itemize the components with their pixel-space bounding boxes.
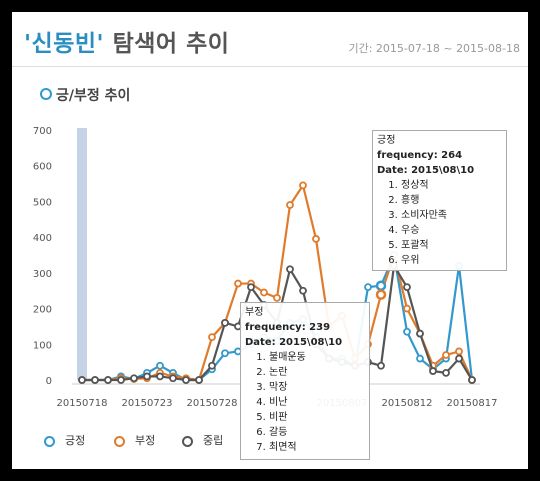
data-point [299, 286, 307, 295]
focus-point-negative [375, 289, 387, 300]
tooltip-frequency: frequency: 264 [377, 150, 463, 161]
circle-bullet-icon [40, 88, 52, 100]
data-point [208, 361, 216, 370]
legend-label: 긍정 [65, 434, 86, 447]
data-point [221, 318, 229, 327]
tooltip-keyword: 소비자만족 [401, 208, 502, 223]
y-tick-label: 100 [33, 340, 52, 351]
tooltip-series: 긍정 [377, 135, 396, 146]
data-point [143, 372, 151, 381]
data-point [247, 283, 255, 292]
y-tick-label: 200 [33, 305, 52, 316]
y-tick-label: 500 [33, 197, 52, 208]
data-point [78, 376, 86, 384]
data-point [455, 354, 463, 363]
data-point [455, 347, 463, 356]
data-point [273, 293, 281, 302]
x-tick-label: 20150723 [122, 398, 173, 409]
data-point [117, 376, 125, 384]
data-point [377, 361, 385, 370]
legend-item-neutral[interactable]: 중립 [182, 432, 223, 448]
data-point [416, 329, 424, 338]
chart-panel: '신동빈' 탐색어 추이 기간: 2015-07-18 ~ 2015-08-18… [12, 12, 528, 469]
page-title: '신동빈' 탐색어 추이 [24, 24, 229, 58]
tooltip-keyword: 정상적 [401, 178, 502, 193]
x-tick-label: 20150812 [382, 398, 433, 409]
x-tick-label: 20150718 [57, 398, 108, 409]
focus-point-positive [375, 280, 387, 291]
data-point [234, 279, 242, 288]
data-point [208, 333, 216, 342]
tooltip-negative: 부정 frequency: 239 Date: 2015\08\10 불매운동 … [240, 302, 370, 460]
data-point [403, 283, 411, 292]
data-point [403, 327, 411, 336]
tooltip-keyword: 갈등 [269, 425, 365, 440]
tooltip-positive: 긍정 frequency: 264 Date: 2015\08\10 정상적 흥… [372, 130, 507, 271]
section-title: 긍/부정 추이 [56, 88, 131, 104]
y-tick-label: 400 [33, 233, 52, 244]
y-tick-label: 300 [33, 269, 52, 280]
data-point [182, 376, 190, 384]
y-tick-label: 0 [46, 376, 52, 387]
data-point [156, 372, 164, 381]
positive-marker-icon [44, 435, 55, 447]
legend-item-positive[interactable]: 긍정 [44, 432, 85, 448]
data-point [403, 304, 411, 313]
title-text: 탐색어 추이 [104, 31, 230, 57]
data-point [442, 368, 450, 377]
data-point [416, 354, 424, 363]
tooltip-keyword: 불매운동 [269, 350, 365, 365]
data-point [442, 351, 450, 359]
tooltip-series: 부정 [245, 307, 264, 318]
data-point [260, 288, 268, 297]
date-range: 기간: 2015-07-18 ~ 2015-08-18 [348, 42, 520, 55]
tooltip-keyword: 논란 [269, 365, 365, 380]
data-point [169, 374, 177, 383]
tooltip-keyword: 최면적 [269, 440, 365, 455]
hover-band [77, 128, 87, 380]
data-point [299, 181, 307, 190]
data-point [130, 374, 138, 383]
negative-marker-icon [114, 435, 125, 447]
tooltip-keyword: 포괄적 [401, 238, 502, 253]
data-point [286, 201, 294, 209]
legend-label: 부정 [135, 434, 156, 447]
neutral-marker-icon [182, 435, 193, 447]
tooltip-keyword: 우승 [401, 223, 502, 238]
tooltip-keyword: 막장 [269, 380, 365, 395]
tooltip-date: Date: 2015\08\10 [377, 165, 475, 176]
data-point [312, 235, 320, 243]
title-keyword: '신동빈' [24, 31, 105, 57]
legend-label: 중립 [203, 434, 224, 447]
data-point [429, 367, 437, 375]
x-tick-label: 20150728 [187, 398, 238, 409]
data-point [156, 361, 164, 370]
data-point [286, 265, 294, 274]
y-tick-label: 700 [33, 126, 52, 137]
tooltip-keyword: 우위 [401, 253, 502, 268]
data-point [104, 376, 112, 384]
data-point [195, 376, 203, 384]
y-tick-label: 600 [33, 162, 52, 173]
tooltip-keyword: 흥행 [401, 193, 502, 208]
tooltip-keyword: 비판 [269, 410, 365, 425]
x-tick-label: 20150817 [447, 398, 498, 409]
tooltip-keyword: 비난 [269, 395, 365, 410]
data-point [364, 283, 372, 292]
data-point [221, 349, 229, 358]
tooltip-frequency: frequency: 239 [245, 322, 331, 333]
data-point [468, 376, 476, 384]
tooltip-date: Date: 2015\08\10 [245, 337, 343, 348]
header-divider [12, 66, 528, 67]
data-point [91, 376, 99, 384]
legend-item-negative[interactable]: 부정 [114, 432, 155, 448]
